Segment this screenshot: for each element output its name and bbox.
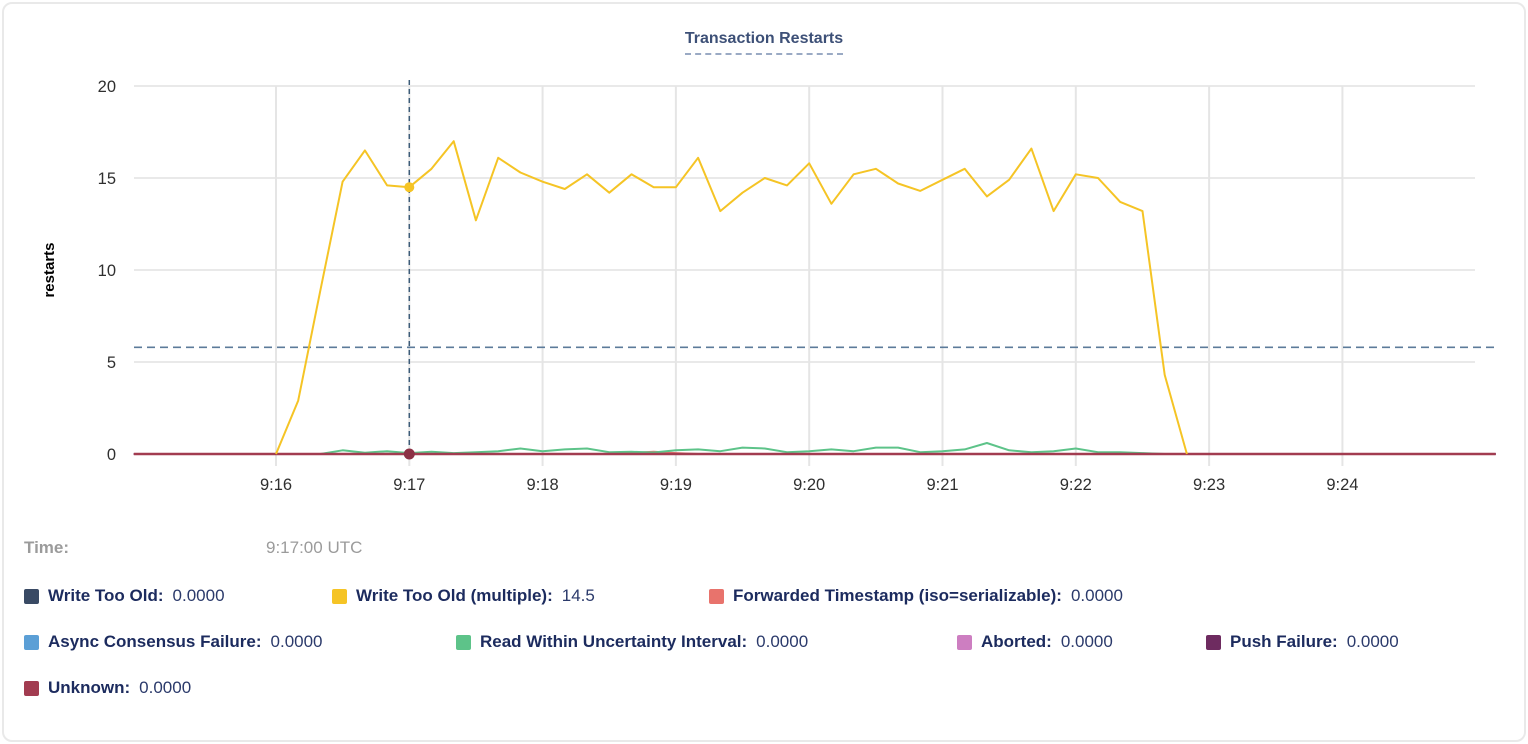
legend-item-push-failure: Push Failure: 0.0000 <box>1206 632 1399 652</box>
legend-item-write-too-old-multiple: Write Too Old (multiple): 14.5 <box>332 586 595 606</box>
series-line <box>320 442 1165 455</box>
chart-canvas[interactable]: 0 5 10 15 20 9:16 9:17 9:18 9:19 9:20 9:21 9:22 9:23… <box>4 4 1526 524</box>
hover-time-row: Time: 9:17:00 UTC <box>4 538 1524 564</box>
x-tick-label: 9:17 <box>393 476 425 494</box>
legend-value: 0.0000 <box>270 632 323 651</box>
legend-value: 0.0000 <box>1060 632 1113 651</box>
legend-label: Push Failure: <box>1230 632 1338 651</box>
legend-value: 0.0000 <box>756 632 809 651</box>
y-tick-label: 0 <box>107 446 116 464</box>
y-tick-label: 5 <box>107 354 116 372</box>
x-tick-label: 9:20 <box>793 476 825 494</box>
legend-label: Forwarded Timestamp (iso=serializable): <box>733 586 1062 605</box>
legend-item-aborted: Aborted: 0.0000 <box>957 632 1113 652</box>
legend-swatch-read-within-uncertainty-interval <box>456 634 471 650</box>
legend-value: 0.0000 <box>139 678 192 697</box>
legend-value: 0.0000 <box>1346 632 1399 651</box>
y-tick-label: 20 <box>98 78 116 96</box>
legend-value: 14.5 <box>561 586 595 605</box>
legend-row: Unknown: 0.0000 <box>4 678 1524 724</box>
time-value: 9:17:00 UTC <box>266 538 363 557</box>
hover-dot-value <box>404 182 415 193</box>
x-tick-label: 9:18 <box>527 476 559 494</box>
legend-item-async-consensus-failure: Async Consensus Failure: 0.0000 <box>24 632 323 652</box>
series-line <box>275 140 1188 455</box>
legend-label: Write Too Old (multiple): <box>356 586 553 605</box>
legend-value: 0.0000 <box>172 586 225 605</box>
x-tick-label: 9:23 <box>1193 476 1225 494</box>
chart-legend: Write Too Old: 0.0000 Write Too Old (multi… <box>4 586 1524 724</box>
x-tick-label: 9:16 <box>260 476 292 494</box>
y-tick-label: 10 <box>98 262 116 280</box>
legend-row: Async Consensus Failure: 0.0000 Read Withi… <box>4 632 1524 678</box>
legend-label: Read Within Uncertainty Interval: <box>480 632 748 651</box>
legend-swatch-write-too-old-multiple <box>332 588 347 604</box>
x-tick-label: 9:19 <box>660 476 692 494</box>
time-label: Time: <box>24 538 70 557</box>
legend-label: Async Consensus Failure: <box>48 632 262 651</box>
legend-label: Write Too Old: <box>48 586 164 605</box>
y-axis-title: restarts <box>41 242 58 297</box>
x-tick-label: 9:24 <box>1326 476 1358 494</box>
legend-value: 0.0000 <box>1070 586 1123 605</box>
x-tick-label: 9:22 <box>1060 476 1092 494</box>
legend-item-forwarded-timestamp: Forwarded Timestamp (iso=serializable): 0… <box>709 586 1123 606</box>
legend-label: Unknown: <box>48 678 131 697</box>
legend-item-write-too-old: Write Too Old: 0.0000 <box>24 586 225 606</box>
legend-swatch-unknown <box>24 680 39 696</box>
legend-swatch-aborted <box>957 634 972 650</box>
legend-swatch-async-consensus-failure <box>24 634 39 650</box>
legend-row: Write Too Old: 0.0000 Write Too Old (multi… <box>4 586 1524 632</box>
legend-label: Aborted: <box>981 632 1052 651</box>
x-tick-label: 9:21 <box>926 476 958 494</box>
legend-swatch-push-failure <box>1206 634 1221 650</box>
legend-swatch-forwarded-timestamp <box>709 588 724 604</box>
legend-item-unknown: Unknown: 0.0000 <box>24 678 191 698</box>
chart-title-text: Transaction Restarts <box>684 30 844 55</box>
y-tick-label: 15 <box>98 170 116 188</box>
hover-dot-baseline <box>403 448 415 460</box>
legend-item-read-within-uncertainty-interval: Read Within Uncertainty Interval: 0.0000 <box>456 632 808 652</box>
legend-swatch-write-too-old <box>24 588 39 604</box>
chart-title[interactable]: Transaction Restarts <box>4 30 1524 55</box>
